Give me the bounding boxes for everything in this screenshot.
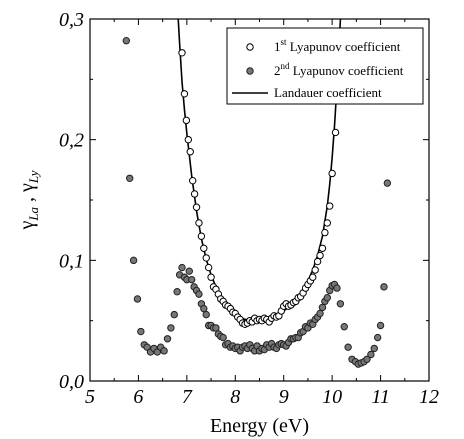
plot-area xyxy=(122,19,392,368)
x-tick-label: 8 xyxy=(230,386,240,408)
second-lyapunov-point xyxy=(178,263,186,272)
first-lyapunov-point xyxy=(200,244,208,252)
second-lyapunov-point xyxy=(129,256,138,265)
second-lyapunov-point xyxy=(167,324,175,332)
first-lyapunov-point xyxy=(180,90,189,98)
second-lyapunov-point xyxy=(380,283,388,291)
y-axis-symbol-ly: γ xyxy=(16,183,38,193)
first-lyapunov-point xyxy=(184,135,193,144)
x-tick-label: 12 xyxy=(419,386,439,408)
first-lyapunov-point xyxy=(321,228,329,237)
first-lyapunov-point xyxy=(207,273,215,281)
second-lyapunov-point xyxy=(200,304,208,313)
x-tick-label: 9 xyxy=(279,386,289,408)
first-lyapunov-point xyxy=(328,169,336,178)
first-lyapunov-point xyxy=(311,266,319,274)
second-lyapunov-point xyxy=(219,333,227,342)
first-lyapunov-point xyxy=(182,116,191,125)
second-lyapunov-point xyxy=(202,310,210,319)
y-axis-sub-ly: Ly xyxy=(26,170,41,184)
first-lyapunov-point xyxy=(188,176,197,185)
x-tick-label: 5 xyxy=(85,386,95,408)
first-lyapunov-point xyxy=(316,251,324,260)
x-tick-label: 7 xyxy=(182,386,193,408)
first-lyapunov-point xyxy=(186,148,194,156)
legend: 1st Lyapunov coefficient 2nd Lyapunov co… xyxy=(226,27,424,105)
first-lyapunov-point xyxy=(197,232,206,240)
second-lyapunov-point xyxy=(316,309,324,318)
y-axis-symbol-la: γ xyxy=(16,221,38,231)
second-lyapunov-point xyxy=(367,350,375,359)
second-lyapunov-point xyxy=(195,290,203,298)
y-tick-label: 0,2 xyxy=(59,130,84,152)
y-tick-label: 0,1 xyxy=(59,250,84,272)
second-lyapunov-point xyxy=(126,174,134,182)
y-axis-separator: , xyxy=(16,192,38,207)
first-lyapunov-point xyxy=(190,190,199,198)
y-tick-label: 0,0 xyxy=(59,371,84,393)
first-lyapunov-point xyxy=(178,49,186,57)
first-lyapunov-point xyxy=(326,202,334,210)
x-tick-label: 11 xyxy=(371,386,390,408)
first-lyapunov-points xyxy=(178,49,340,328)
y-axis-title: γLa , γLy xyxy=(16,170,41,230)
y-tick-label: 0,3 xyxy=(59,9,84,31)
second-lyapunov-point xyxy=(160,347,168,355)
second-lyapunov-point xyxy=(137,327,145,336)
second-lyapunov-point xyxy=(373,333,382,342)
second-lyapunov-point xyxy=(370,344,378,353)
second-lyapunov-point xyxy=(173,288,181,296)
first-lyapunov-point xyxy=(318,244,327,252)
second-lyapunov-point xyxy=(323,294,331,302)
second-lyapunov-point xyxy=(363,355,371,363)
second-lyapunov-point xyxy=(188,275,196,284)
second-lyapunov-point xyxy=(333,284,341,292)
second-lyapunov-point xyxy=(383,179,392,187)
legend-label-first: 1st Lyapunov coefficient xyxy=(274,37,401,54)
second-lyapunov-point xyxy=(185,267,193,275)
first-lyapunov-point xyxy=(309,273,317,281)
legend-box xyxy=(226,27,424,105)
second-lyapunov-points xyxy=(122,37,392,368)
second-lyapunov-point xyxy=(318,303,327,312)
y-axis-ticks: 0,0 0,1 0,2 0,3 xyxy=(59,9,429,393)
second-lyapunov-point xyxy=(212,324,220,332)
second-lyapunov-point xyxy=(376,321,385,330)
second-lyapunov-point xyxy=(163,335,172,343)
second-lyapunov-point xyxy=(122,37,131,45)
second-lyapunov-point xyxy=(170,310,178,319)
second-lyapunov-point xyxy=(344,343,352,351)
x-axis-title: Energy (eV) xyxy=(210,415,309,437)
first-lyapunov-point xyxy=(204,263,213,272)
first-lyapunov-point xyxy=(323,219,331,227)
legend-label-landauer: Landauer coefficient xyxy=(274,85,382,100)
x-axis-ticks: 5 6 7 8 9 10 11 12 xyxy=(85,19,439,408)
first-lyapunov-point xyxy=(195,219,203,227)
first-lyapunov-point xyxy=(331,128,340,137)
first-lyapunov-point xyxy=(313,257,322,266)
legend-marker-first xyxy=(246,43,254,51)
x-tick-label: 10 xyxy=(322,386,342,408)
first-lyapunov-point xyxy=(202,254,210,262)
legend-marker-second xyxy=(246,67,254,75)
first-lyapunov-point xyxy=(192,203,201,211)
second-lyapunov-point xyxy=(336,300,345,308)
y-axis-sub-la: La xyxy=(26,206,41,221)
legend-label-second: 2nd Lyapunov coefficient xyxy=(274,61,404,78)
x-tick-label: 6 xyxy=(133,386,143,408)
second-lyapunov-point xyxy=(133,295,142,303)
second-lyapunov-point xyxy=(340,323,348,331)
